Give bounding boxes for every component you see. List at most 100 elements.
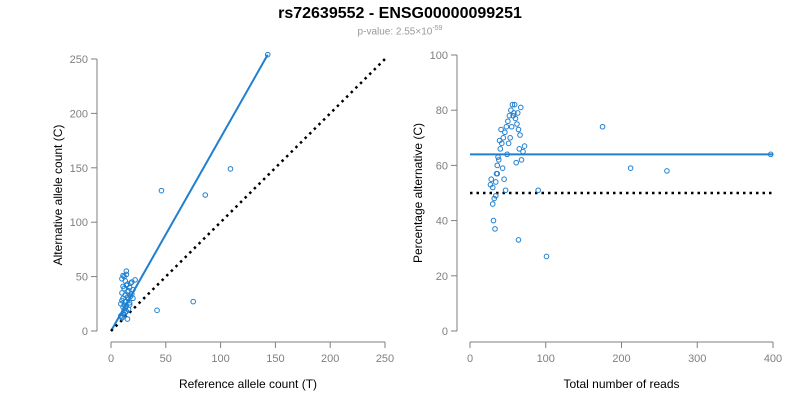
plot-right-y-tick-label: 0 <box>442 326 448 338</box>
plot-right-data-point <box>627 165 634 171</box>
plot-left-y-tick-label: 200 <box>70 108 88 120</box>
plot-left-y-axis-title: Alternative allele count (C) <box>51 125 65 266</box>
plot-left-y-tick-label: 250 <box>70 54 88 66</box>
pvalue-text: p-value: 2.55×10 <box>357 26 433 38</box>
plot-right-x-tick-label: 200 <box>612 353 630 365</box>
plot-right-x-tick-label: 300 <box>688 353 706 365</box>
plot-right-data-point <box>508 123 515 130</box>
plot-right-data-point <box>488 176 495 182</box>
plot-right-data-point <box>489 201 496 207</box>
plot-right-y-tick-label: 60 <box>436 160 448 172</box>
plot-right-data-point <box>517 104 524 111</box>
plot-left-data-point <box>123 303 130 309</box>
plot-right-data-point <box>511 110 517 116</box>
plot-right-y-tick-label: 40 <box>436 216 448 228</box>
plot-right-y-axis-title: Percentage alternative (C) <box>411 123 425 263</box>
plot-left-data-point <box>127 280 134 286</box>
plot-right-data-point <box>503 123 510 130</box>
plot-left-data-point <box>119 290 125 296</box>
plot-right-data-point <box>767 151 774 158</box>
plot-left-data-point <box>125 287 132 294</box>
plot-left-data-point <box>202 192 209 198</box>
plot-left-x-axis-title: Reference allele count (T) <box>179 377 317 391</box>
plot-left-data-point <box>124 289 131 295</box>
plot-right-x-tick-label: 400 <box>764 353 782 365</box>
plot-right-data-point <box>513 159 520 166</box>
plot-left-y-tick-label: 0 <box>82 326 88 338</box>
plot-right-data-point <box>502 129 508 136</box>
plot-right-data-point <box>501 176 507 182</box>
plot-right-data-point <box>517 132 523 138</box>
plot-left-data-point <box>132 277 138 283</box>
plot-right-data-point <box>495 154 501 160</box>
plot-right-data-point <box>514 110 521 116</box>
plot-right-data-point <box>504 151 510 158</box>
plot-right-data-point <box>506 112 513 119</box>
plot-right-data-point <box>502 187 509 194</box>
plot-right-data-point <box>535 187 541 194</box>
plot-right-data-point <box>520 148 526 155</box>
plot-left-fit-line <box>110 54 269 332</box>
plot-left-x-tick-label: 250 <box>376 353 394 365</box>
plot-right-data-point <box>492 192 499 199</box>
plot-left-x-tick-label: 50 <box>160 353 172 365</box>
plot-right-x-tick-label: 100 <box>537 353 555 365</box>
plot-right-data-point <box>495 157 502 163</box>
pvalue-exponent: -59 <box>432 25 443 32</box>
plot-right-data-point <box>664 168 670 174</box>
plot-left-data-point <box>123 271 130 278</box>
plot-left-x-tick-label: 0 <box>108 353 114 365</box>
plot-left-x-tick-label: 150 <box>266 353 284 365</box>
plot-right-y-tick-label: 20 <box>436 271 448 283</box>
plot-left-reference-line <box>110 58 386 332</box>
plot-right-data-point <box>515 237 522 243</box>
plot-left-y-tick-label: 100 <box>70 217 88 229</box>
plot-right-data-point <box>518 157 525 163</box>
plot-left-data-point <box>119 297 125 304</box>
plot-left-data-point <box>120 283 126 290</box>
plot-right-data-point <box>511 101 518 108</box>
plot-right-data-point <box>492 226 498 232</box>
plot-right: 0 20 40 60 80 100 0 100 200 300 400 Total number of… <box>411 50 782 391</box>
plot-left-data-point <box>158 187 165 194</box>
plot-right-data-point <box>491 195 498 202</box>
plot-right-data-point <box>494 162 501 169</box>
plot-right-data-point <box>516 146 523 152</box>
plot-right-data-point <box>509 101 516 108</box>
plot-left-data-point <box>122 309 129 316</box>
plot-right-data-point <box>498 126 504 133</box>
plot-right-y-tick-label: 100 <box>430 50 448 62</box>
plot-right-data-point <box>508 107 514 113</box>
plot-right-data-point <box>500 135 507 141</box>
plot-right-data-point <box>510 112 516 119</box>
chart-subtitle: p-value: 2.55×10-59 <box>0 25 800 37</box>
plot-left-data-point <box>130 295 136 302</box>
plot-right-data-point <box>505 140 512 147</box>
plot-left-data-point <box>154 307 160 314</box>
plot-left: 0 50 100 150 200 250 0 50 100 150 200 250 Reference … <box>51 51 394 391</box>
plot-left-y-tick-label: 50 <box>76 272 88 284</box>
plot-right-data-point <box>521 143 528 149</box>
plot-left-y-tick-label: 150 <box>70 163 88 175</box>
plot-right-data-point <box>497 146 504 152</box>
plot-right-data-point <box>494 170 501 177</box>
plot-left-data-point <box>119 314 125 320</box>
plot-right-y-tick-label: 80 <box>436 105 448 117</box>
plot-left-data-point <box>120 272 126 279</box>
plot-right-data-point <box>499 165 506 171</box>
plot-right-data-point <box>490 217 497 224</box>
plot-left-data-point <box>126 299 133 306</box>
plot-left-data-point <box>124 316 131 322</box>
plot-left-x-tick-label: 200 <box>321 353 339 365</box>
plot-right-data-point <box>599 123 606 130</box>
plot-left-data-point <box>126 302 133 308</box>
plot-left-data-point <box>264 51 271 58</box>
plot-right-data-point <box>514 121 520 127</box>
plot-right-x-tick-label: 0 <box>467 353 473 365</box>
plot-left-data-point <box>190 298 196 305</box>
plot-right-data-point <box>507 135 513 141</box>
plot-left-data-point <box>123 268 130 274</box>
plot-right-data-point <box>543 253 550 260</box>
plot-right-data-point <box>505 118 511 125</box>
plot-right-data-point <box>487 181 494 188</box>
